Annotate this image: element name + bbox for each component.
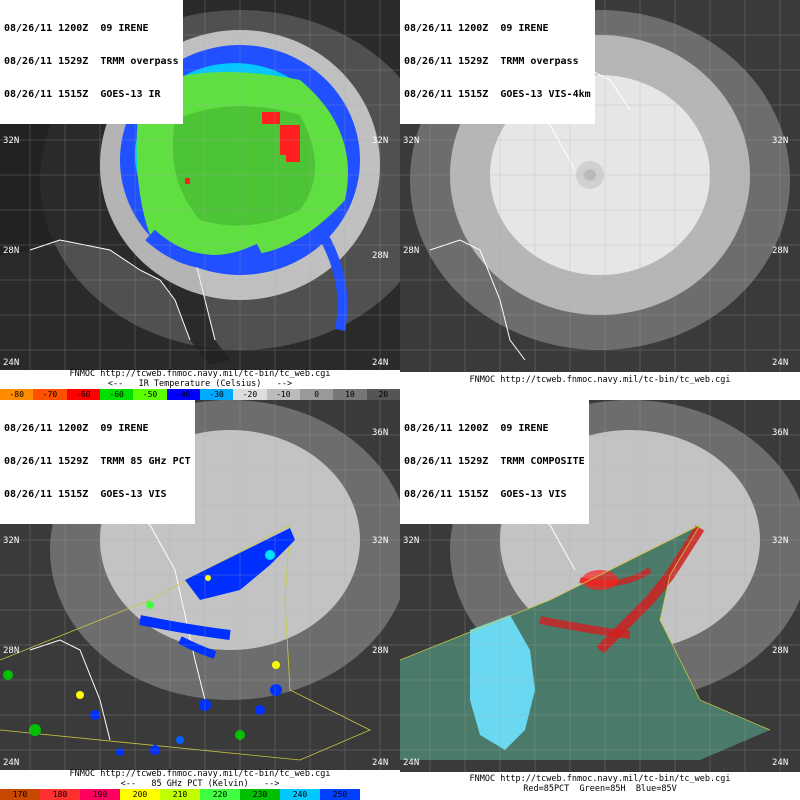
pct85-color-scale: 170 180 190 200 210 220 230 240 250 <box>0 789 400 800</box>
ir-lat-32n-left: 32N <box>3 136 19 146</box>
ir-scale-swatch: -30 <box>199 389 234 400</box>
pct85-scale-swatch: 220 <box>200 789 240 800</box>
ir-footer-url: FNMOC http://tcweb.fnmoc.navy.mil/tc-bin… <box>69 369 331 379</box>
ir-lat-28n-right: 28N <box>372 251 388 261</box>
pct85-lat-32n-right: 32N <box>372 536 388 546</box>
composite-footer: FNMOC http://tcweb.fnmoc.navy.mil/tc-bin… <box>400 772 800 800</box>
pct85-scale-swatch: 210 <box>160 789 200 800</box>
vis-lat-32n-left: 32N <box>403 136 419 146</box>
composite-panel: 36N 32N 32N 28N 24N 24N 08/26/11 1200Z 0… <box>400 400 800 800</box>
vis-footer-url: FNMOC http://tcweb.fnmoc.navy.mil/tc-bin… <box>469 375 731 385</box>
ir-scale-swatch: -40 <box>166 389 200 400</box>
pct85-header: 08/26/11 1200Z 09 IRENE 08/26/11 1529Z T… <box>0 400 195 524</box>
ir-lat-32n-right: 32N <box>372 136 388 146</box>
ir-header-line-2: 08/26/11 1529Z TRMM overpass <box>4 56 179 67</box>
pct85-scale-swatch: 180 <box>40 789 80 800</box>
ir-scale-swatch: 0 <box>299 389 334 400</box>
vis-panel: 32N 32N 28N 28N 24N 08/26/11 1200Z 09 IR… <box>400 0 800 400</box>
vis-header-line-1: 08/26/11 1200Z 09 IRENE <box>404 23 549 34</box>
ir-scale-swatch: -20 <box>233 389 267 400</box>
ir-scale-swatch: -70 <box>33 389 67 400</box>
pct85-scale-swatch: 250 <box>320 789 360 800</box>
composite-footer-url: FNMOC http://tcweb.fnmoc.navy.mil/tc-bin… <box>469 774 731 784</box>
pct85-header-line-1: 08/26/11 1200Z 09 IRENE <box>4 423 149 434</box>
pct85-lat-32n-left: 32N <box>3 536 19 546</box>
composite-lat-32n-right: 32N <box>772 536 788 546</box>
vis-lat-28n-right: 28N <box>772 246 788 256</box>
vis-lat-32n-right: 32N <box>772 136 788 146</box>
pct85-lat-24n-right: 24N <box>372 758 388 768</box>
ir-panel: 32N 32N 28N 28N 24N 24N 08/26/11 1200Z 0… <box>0 0 400 400</box>
pct85-lat-28n-right: 28N <box>372 646 388 656</box>
ir-header: 08/26/11 1200Z 09 IRENE 08/26/11 1529Z T… <box>0 0 183 124</box>
pct85-lat-24n-left: 24N <box>3 758 19 768</box>
ir-color-scale: -80 -70 -60 -60 -50 -40 -30 -20 -10 0 10 20 <box>0 389 400 400</box>
ir-footer: FNMOC http://tcweb.fnmoc.navy.mil/tc-bin… <box>0 369 400 400</box>
vis-lat-24n-right: 24N <box>772 358 788 368</box>
pct85-panel: 36N 32N 32N 28N 28N 24N 24N 08/26/11 120… <box>0 400 400 800</box>
ir-header-line-1: 08/26/11 1200Z 09 IRENE <box>4 23 149 34</box>
pct85-scale-swatch: 230 <box>240 789 280 800</box>
pct85-scale-swatch: 200 <box>120 789 160 800</box>
ir-footer-caption: <-- IR Temperature (Celsius) --> <box>107 378 293 389</box>
vis-header-line-3: 08/26/11 1515Z GOES-13 VIS-4km <box>404 89 591 100</box>
ir-lat-24n-left: 24N <box>3 358 19 368</box>
vis-header: 08/26/11 1200Z 09 IRENE 08/26/11 1529Z T… <box>400 0 595 124</box>
ir-lat-24n-right: 24N <box>372 358 388 368</box>
composite-header-line-3: 08/26/11 1515Z GOES-13 VIS <box>404 489 567 500</box>
composite-lat-32n-left: 32N <box>403 536 419 546</box>
ir-scale-swatch: -60 <box>99 389 134 400</box>
composite-footer-caption: Red=85PCT Green=85H Blue=85V <box>523 783 677 794</box>
ir-scale-swatch: -60 <box>66 389 100 400</box>
pct85-scale-swatch: 170 <box>0 789 40 800</box>
pct85-satellite-image: 36N 32N 32N 28N 28N 24N 24N <box>0 400 400 772</box>
pct85-lat-28n-left: 28N <box>3 646 19 656</box>
pct85-scale-swatch <box>360 789 400 800</box>
vis-lat-28n-left: 28N <box>403 246 419 256</box>
pct85-scale-swatch: 240 <box>280 789 320 800</box>
ir-scale-swatch: 10 <box>333 389 367 400</box>
vis-footer: FNMOC http://tcweb.fnmoc.navy.mil/tc-bin… <box>400 372 800 400</box>
pct85-footer: FNMOC http://tcweb.fnmoc.navy.mil/tc-bin… <box>0 769 400 800</box>
composite-lat-24n-left: 24N <box>403 758 419 768</box>
ir-scale-swatch: 20 <box>366 389 400 400</box>
ir-header-line-3: 08/26/11 1515Z GOES-13 IR <box>4 89 161 100</box>
pct85-footer-url: FNMOC http://tcweb.fnmoc.navy.mil/tc-bin… <box>69 769 331 779</box>
pct85-scale-swatch: 190 <box>80 789 120 800</box>
ir-lat-28n-left: 28N <box>3 246 19 256</box>
ir-scale-swatch: -10 <box>266 389 300 400</box>
composite-lat-36n-right: 36N <box>772 428 788 438</box>
composite-header: 08/26/11 1200Z 09 IRENE 08/26/11 1529Z T… <box>400 400 589 524</box>
ir-scale-swatch: -50 <box>133 389 167 400</box>
vis-header-line-2: 08/26/11 1529Z TRMM overpass <box>404 56 579 67</box>
composite-lat-28n-right: 28N <box>772 646 788 656</box>
ir-satellite-image: 32N 32N 28N 28N 24N 24N <box>0 0 400 372</box>
pct85-header-line-3: 08/26/11 1515Z GOES-13 VIS <box>4 489 167 500</box>
composite-lat-24n-right: 24N <box>772 758 788 768</box>
composite-header-line-1: 08/26/11 1200Z 09 IRENE <box>404 423 549 434</box>
composite-header-line-2: 08/26/11 1529Z TRMM COMPOSITE <box>404 456 585 467</box>
ir-scale-swatch: -80 <box>0 389 34 400</box>
pct85-footer-caption: <-- 85 GHz PCT (Kelvin) --> <box>120 778 280 789</box>
pct85-header-line-2: 08/26/11 1529Z TRMM 85 GHz PCT <box>4 456 191 467</box>
pct85-lat-36n-right: 36N <box>372 428 388 438</box>
